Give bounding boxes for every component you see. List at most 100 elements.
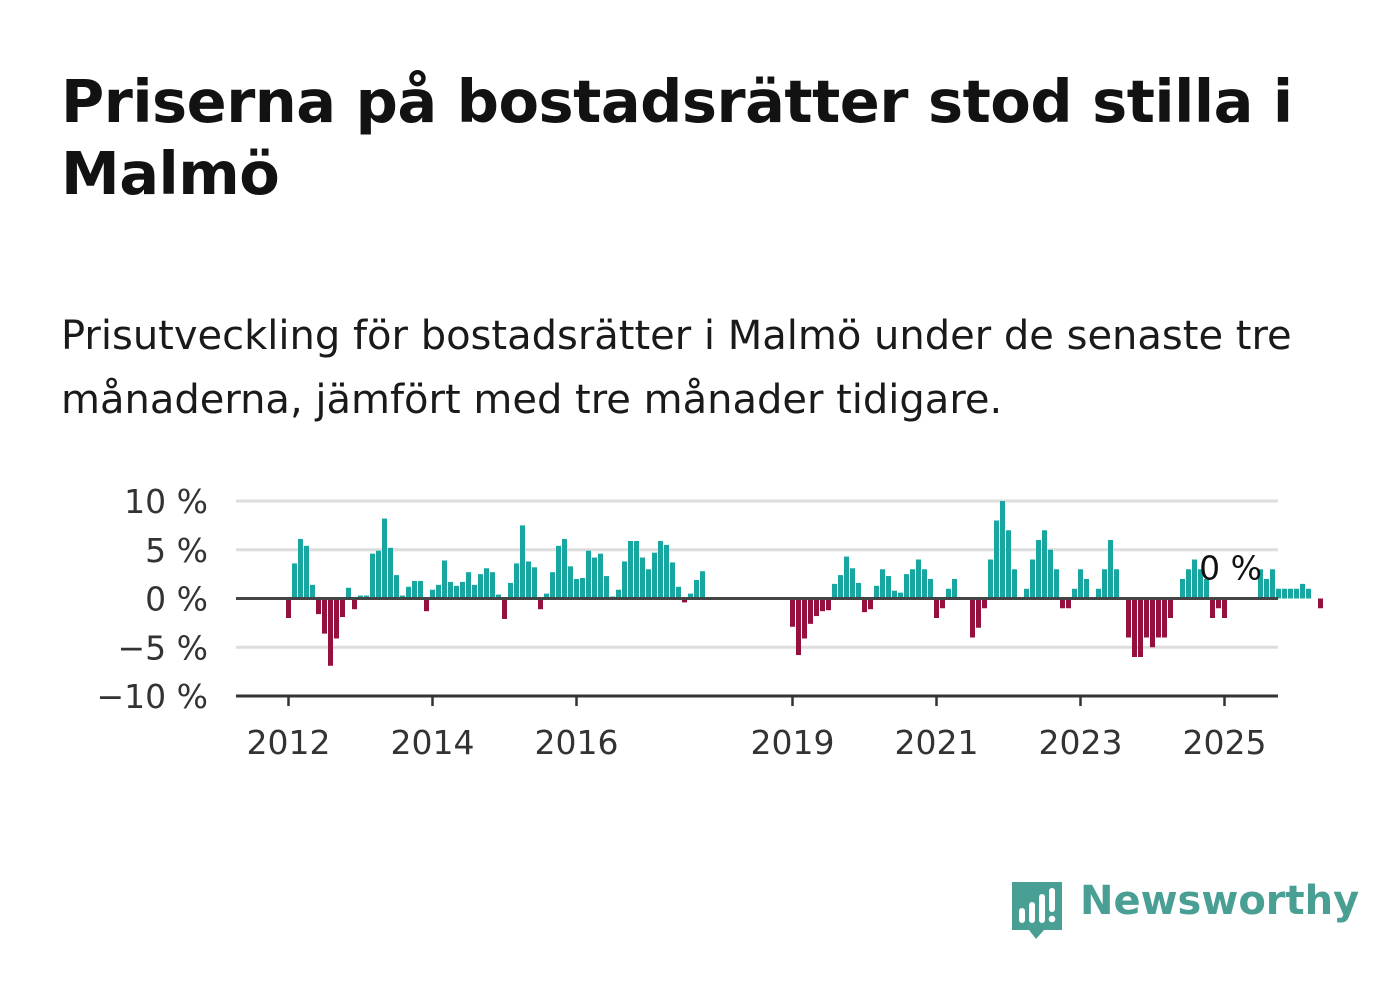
x-tick-label: 2025: [1183, 723, 1267, 762]
bar: [1306, 588, 1311, 599]
bar: [466, 572, 471, 599]
bar: [616, 589, 621, 599]
bar: [646, 569, 651, 599]
bar: [442, 560, 447, 599]
bar: [1282, 588, 1287, 599]
newsworthy-logo: Newsworthy: [1010, 874, 1359, 944]
bar: [826, 598, 831, 611]
bar: [388, 547, 393, 599]
bar: [502, 598, 507, 619]
bar: [1204, 579, 1209, 599]
y-tick-label: 5 %: [145, 531, 208, 570]
bar: [928, 579, 933, 599]
bar: [1042, 530, 1047, 599]
bar: [970, 598, 975, 638]
y-tick-label: 10 %: [124, 482, 208, 521]
bar: [1156, 598, 1161, 638]
bar: [688, 593, 693, 599]
bar: [1000, 501, 1005, 599]
bar: [550, 572, 555, 599]
x-tick-labels: 2012 2014 2016 2019 2021 2023 2025: [247, 723, 1267, 762]
bar: [484, 568, 489, 599]
bar: [418, 580, 423, 599]
bar: [838, 575, 843, 599]
bar: [568, 566, 573, 599]
bar: [556, 545, 561, 599]
bar: [292, 563, 297, 599]
bars: [286, 501, 1323, 666]
bar: [952, 579, 957, 599]
bar: [898, 592, 903, 599]
bar: [670, 562, 675, 599]
bar: [682, 598, 687, 603]
bar: [1024, 588, 1029, 599]
bar: [1054, 569, 1059, 599]
y-tick-label: −10 %: [97, 677, 209, 716]
bar: [700, 571, 705, 599]
bar: [586, 550, 591, 599]
bar: [1270, 569, 1275, 599]
bar: [658, 540, 663, 599]
bar: [430, 589, 435, 599]
bar: [538, 598, 543, 610]
x-tick-label: 2019: [751, 723, 835, 762]
bar: [982, 598, 987, 609]
bar: [1108, 540, 1113, 599]
bar: [634, 540, 639, 599]
bar: [1036, 540, 1041, 599]
bar: [850, 568, 855, 599]
bar: [526, 561, 531, 599]
bar: [988, 559, 993, 599]
bar: [934, 598, 939, 618]
bar: [856, 582, 861, 599]
bar: [310, 584, 315, 599]
x-tick-label: 2021: [895, 723, 979, 762]
bar: [1132, 598, 1137, 657]
bar: [352, 598, 357, 610]
bar: [1072, 588, 1077, 599]
bar: [316, 598, 321, 615]
bar: [796, 598, 801, 656]
bar: [814, 598, 819, 617]
bar: [1150, 598, 1155, 648]
bar: [820, 598, 825, 612]
bar: [520, 525, 525, 599]
bar: [1294, 588, 1299, 599]
bar: [376, 550, 381, 599]
bar: [1216, 598, 1221, 609]
bar: [598, 553, 603, 599]
grid-lines: [236, 499, 1278, 698]
bar: [922, 569, 927, 599]
bar: [802, 598, 807, 639]
bar: [562, 539, 567, 599]
bar: [448, 581, 453, 599]
bar: [1222, 598, 1227, 618]
bar: [916, 559, 921, 599]
bar: [1300, 583, 1305, 599]
bar: [892, 590, 897, 599]
bar: [1210, 598, 1215, 618]
x-tick-label: 2016: [535, 723, 619, 762]
bar: [1144, 598, 1149, 638]
bar: [1006, 530, 1011, 599]
bar: [1012, 569, 1017, 599]
bar: [370, 553, 375, 599]
bar: [1030, 559, 1035, 599]
bar: [1084, 579, 1089, 599]
bar: [346, 587, 351, 599]
bar: [832, 583, 837, 599]
bar: [640, 557, 645, 599]
bar: [1078, 569, 1083, 599]
bar: [868, 598, 873, 610]
bar: [592, 557, 597, 599]
bar: [508, 582, 513, 599]
bar: [460, 581, 465, 599]
bar: [808, 598, 813, 624]
page-title: Priserna på bostadsrätter stod stilla i …: [61, 67, 1293, 208]
bar: [1180, 579, 1185, 599]
bar: [1060, 598, 1065, 609]
bar: [436, 584, 441, 599]
bar: [1114, 569, 1119, 599]
x-tick-label: 2012: [247, 723, 331, 762]
bar: [1126, 598, 1131, 638]
